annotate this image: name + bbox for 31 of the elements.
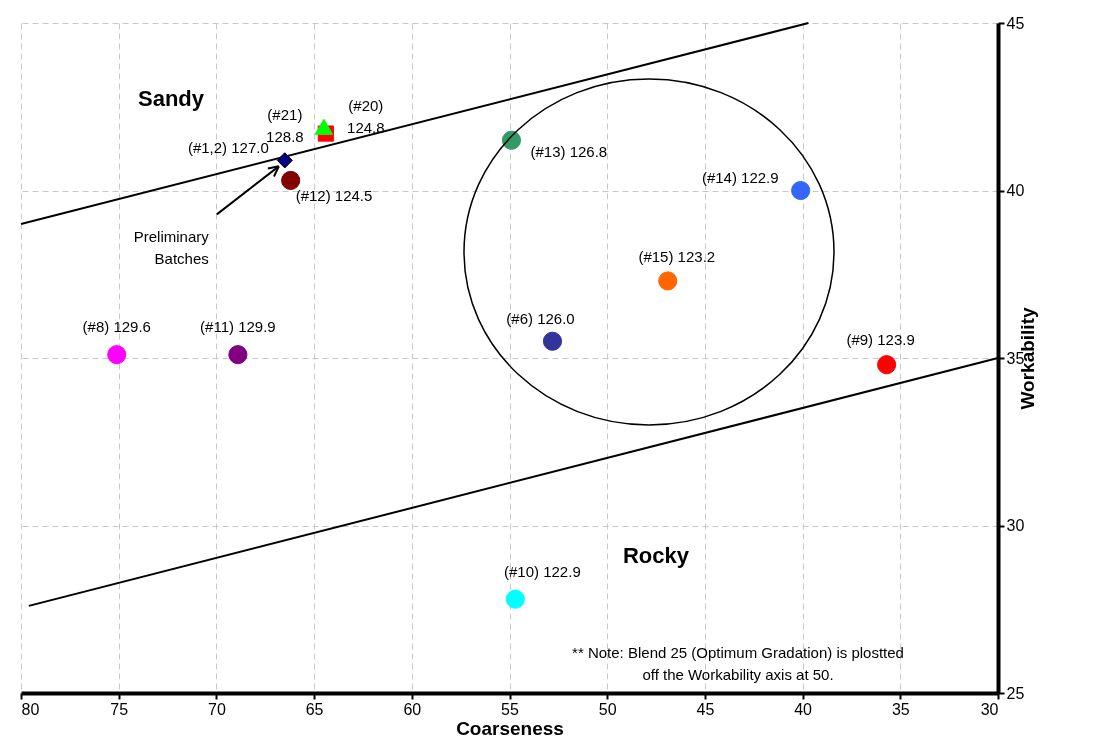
series-label: (#1,2) 127.0 xyxy=(187,139,269,157)
annotation: Preliminary Batches xyxy=(133,228,210,268)
annotation: ** Note: Blend 25 (Optimum Gradation) is plostted off the Workability axis at 50. xyxy=(572,644,904,683)
x-tick-label: 40 xyxy=(794,700,813,718)
x-tick-label: 55 xyxy=(501,700,519,718)
x-axis-title: Coarseness xyxy=(456,717,564,739)
series-label: (#15) 123.2 xyxy=(638,247,716,265)
series-label: (#20) 124.8 xyxy=(347,96,385,136)
annotation: Rocky xyxy=(622,543,690,568)
x-tick-label: 65 xyxy=(305,700,324,718)
series-label: (#11) 129.9 xyxy=(200,317,276,335)
x-tick-label: 35 xyxy=(891,700,910,718)
series-label: (#6) 126.0 xyxy=(506,310,575,328)
series-label: (#8) 129.6 xyxy=(82,317,151,335)
x-tick-label: 80 xyxy=(21,700,40,718)
x-tick-label: 45 xyxy=(696,700,715,718)
series-label: (#12) 124.5 xyxy=(295,187,373,205)
y-tick-label: 25 xyxy=(1006,684,1025,702)
x-tick-label: 60 xyxy=(403,700,422,718)
series-label: (#13) 126.8 xyxy=(530,143,608,161)
x-tick-label: 30 xyxy=(980,700,999,718)
y-tick-label: 40 xyxy=(1006,182,1025,199)
annotation: Sandy xyxy=(137,86,205,111)
x-tick-label: 75 xyxy=(110,700,129,718)
series-label: (#14) 122.9 xyxy=(701,168,779,186)
y-tick-label: 30 xyxy=(1006,517,1025,534)
series-label: (#9) 123.9 xyxy=(846,330,915,348)
series-label: (#10) 122.9 xyxy=(503,563,581,581)
x-tick-label: 70 xyxy=(208,700,226,718)
x-tick-label: 50 xyxy=(598,700,617,718)
y-tick-label: 45 xyxy=(1006,14,1025,32)
